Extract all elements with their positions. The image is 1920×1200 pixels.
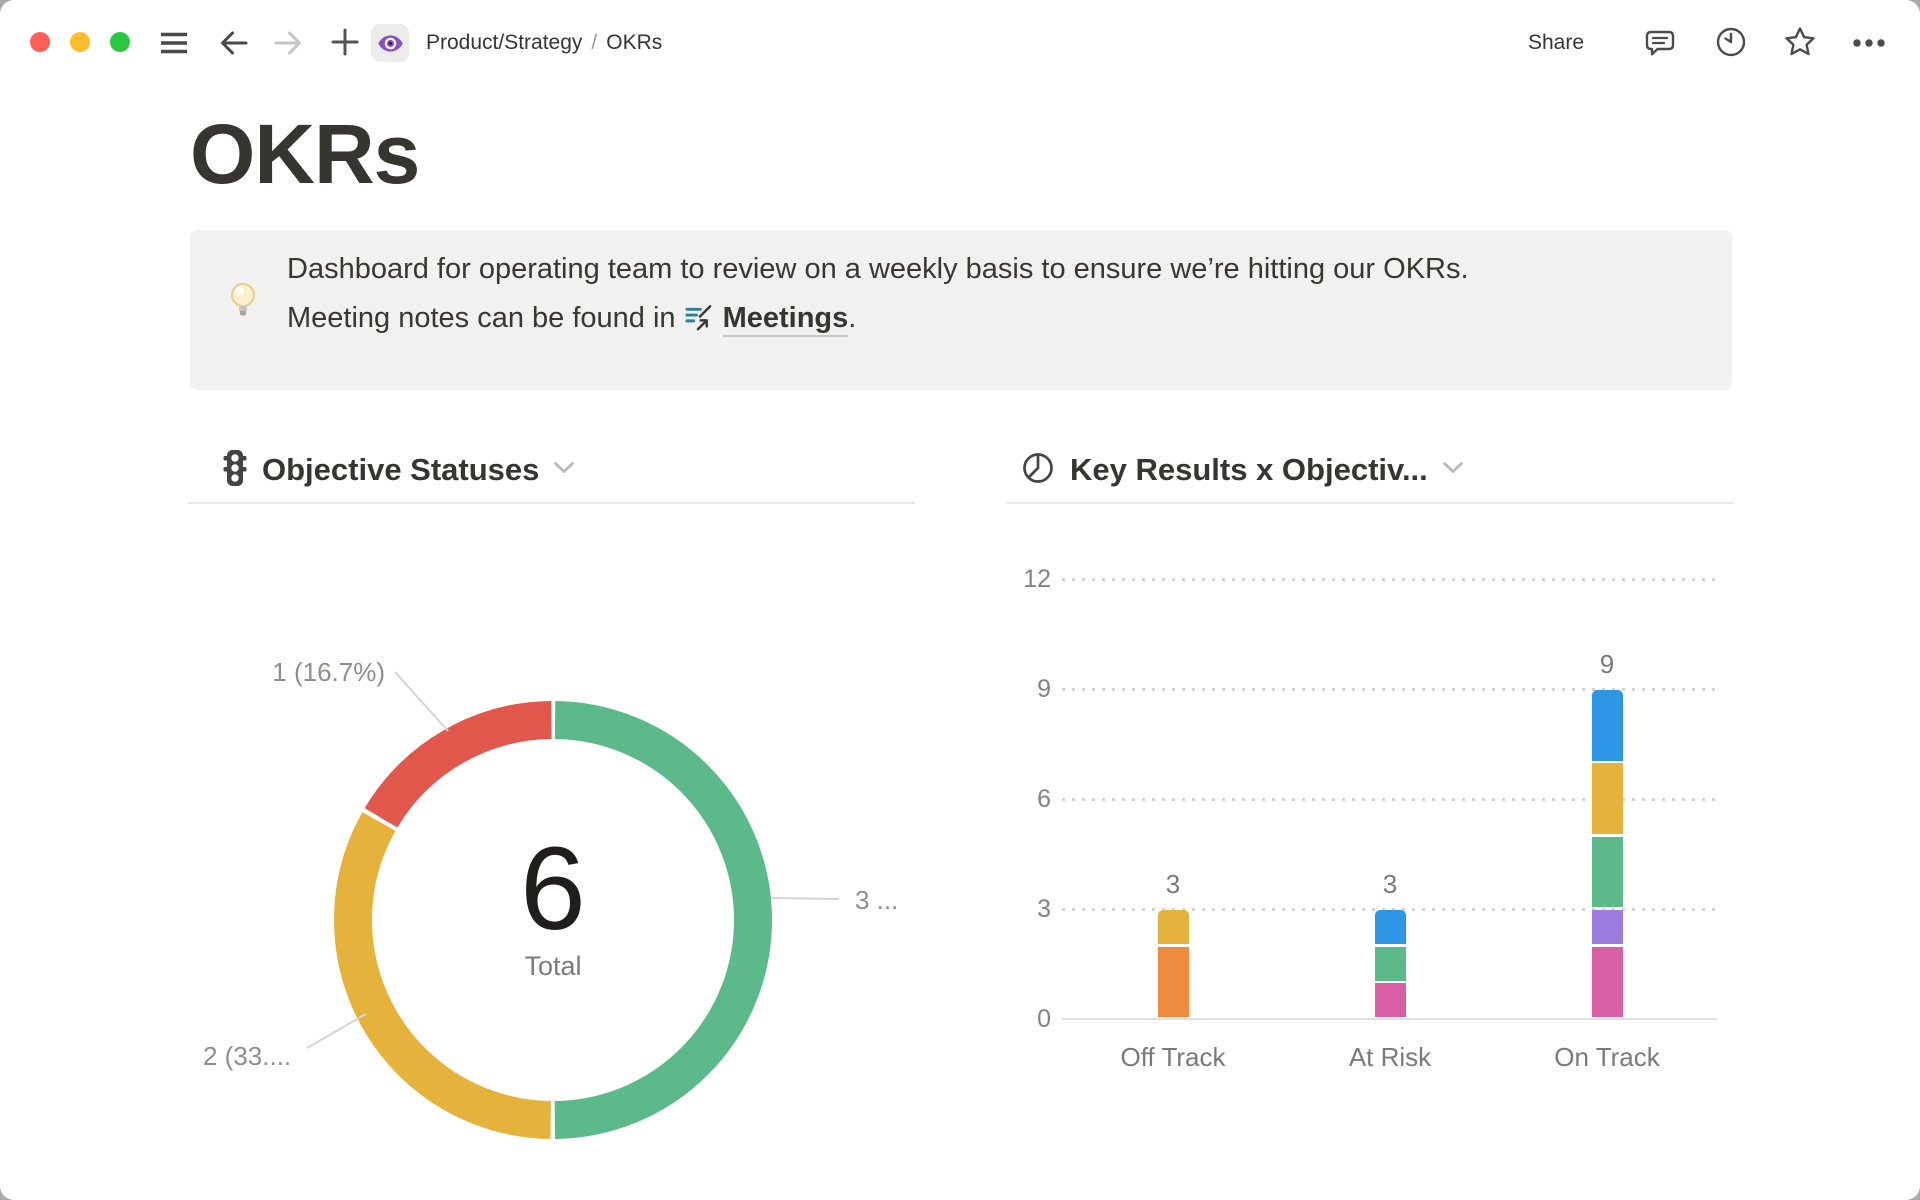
meetings-link[interactable]: Meetings: [722, 302, 849, 337]
pie-chart-icon: [1020, 450, 1056, 491]
bar-segment-at-risk-1[interactable]: [1374, 946, 1406, 981]
window-minimize-button[interactable]: [70, 32, 90, 52]
light-bulb-icon: [228, 280, 258, 331]
bar-segment-on-track-1[interactable]: [1591, 910, 1623, 945]
donut-segment-label-yellow: 2 (33....: [203, 1041, 292, 1071]
plus-icon[interactable]: [328, 25, 362, 59]
y-axis-label-12: 12: [1023, 565, 1051, 593]
gridline-12: [1062, 578, 1717, 581]
gridline-9: [1062, 688, 1717, 691]
chart-divider-right: [1007, 502, 1733, 504]
key-results-bar-chart[interactable]: 0 3 6 9 12 3 Off Track 3 At Risk 9 On Track: [1007, 540, 1734, 1140]
bar-segment-on-track-3[interactable]: [1591, 763, 1623, 835]
more-icon[interactable]: [1851, 37, 1887, 49]
bar-segment-at-risk-0[interactable]: [1374, 983, 1406, 1018]
chart-divider-left: [188, 502, 915, 504]
bar-segment-on-track-0[interactable]: [1591, 946, 1623, 1018]
breadcrumb: Product/Strategy / OKRs: [426, 24, 662, 62]
callout-line-1: Dashboard for operating team to review o…: [287, 253, 1469, 285]
page-icon-tile[interactable]: [371, 24, 409, 62]
donut-segment-label-red: 1 (16.7%): [272, 657, 385, 687]
donut-segment-1[interactable]: [334, 701, 772, 1139]
x-axis-label-2: On Track: [1554, 1042, 1660, 1072]
arrow-left-icon[interactable]: [217, 26, 251, 60]
y-axis-label-6: 6: [1037, 785, 1051, 813]
x-axis-label-1: At Risk: [1348, 1042, 1432, 1072]
menu-icon[interactable]: [157, 26, 191, 60]
star-icon[interactable]: [1782, 24, 1818, 60]
donut-center-value: 6: [520, 823, 586, 955]
callout-line-2-suffix: .: [848, 302, 857, 334]
objective-statuses-chart-header[interactable]: Objective Statuses: [222, 448, 575, 492]
bar-total-label-0: 3: [1165, 869, 1181, 899]
callout-line-2-prefix: Meeting notes can be found in: [287, 302, 676, 334]
callout-block[interactable]: Dashboard for operating team to review o…: [190, 230, 1732, 390]
bar-segment-on-track-4[interactable]: [1591, 690, 1623, 761]
x-axis-baseline: [1062, 1018, 1717, 1020]
callout-text[interactable]: Dashboard for operating team to review o…: [287, 245, 1707, 348]
clock-icon[interactable]: [1714, 25, 1748, 59]
donut-leader-line-0: [394, 671, 449, 732]
bar-segment-off-track-0[interactable]: [1157, 946, 1189, 1018]
window-close-button[interactable]: [30, 32, 50, 52]
chevron-down-icon[interactable]: [553, 461, 575, 479]
objective-statuses-donut-chart[interactable]: [185, 640, 945, 1160]
traffic-light-icon: [222, 449, 248, 492]
bar-segment-off-track-1[interactable]: [1157, 910, 1189, 945]
donut-center-label: Total: [524, 951, 582, 981]
y-axis-label-3: 3: [1037, 895, 1051, 923]
breadcrumb-separator: /: [591, 31, 598, 54]
meetings-page-icon: [684, 299, 713, 348]
donut-leader-line-1: [306, 1013, 367, 1049]
share-button[interactable]: Share: [1528, 31, 1585, 54]
donut-segment-label-green: 3 ...: [855, 885, 899, 915]
bar-segment-on-track-2[interactable]: [1591, 836, 1623, 908]
bar-total-label-1: 3: [1382, 869, 1398, 899]
eye-icon: [377, 34, 403, 52]
bar-segment-at-risk-2[interactable]: [1374, 910, 1406, 945]
arrow-right-icon[interactable]: [271, 26, 305, 60]
x-axis-label-0: Off Track: [1120, 1042, 1226, 1072]
callout-line-2: Meeting notes can be found in Meetings.: [287, 294, 1707, 348]
page-title[interactable]: OKRs: [190, 107, 420, 201]
key-results-chart-header[interactable]: Key Results x Objectiv...: [1020, 448, 1464, 492]
window-zoom-button[interactable]: [110, 32, 130, 52]
y-axis-label-0: 0: [1037, 1005, 1051, 1033]
chevron-down-icon[interactable]: [1442, 461, 1464, 479]
breadcrumb-current[interactable]: OKRs: [606, 31, 663, 54]
chart-title: Key Results x Objectiv...: [1070, 452, 1428, 487]
y-axis-label-9: 9: [1037, 675, 1051, 703]
gridline-3: [1062, 908, 1717, 911]
comment-icon[interactable]: [1643, 26, 1677, 60]
chart-title: Objective Statuses: [262, 452, 540, 487]
bar-total-label-2: 9: [1599, 649, 1615, 679]
breadcrumb-parent[interactable]: Product/Strategy: [426, 31, 583, 54]
gridline-6: [1062, 798, 1717, 801]
donut-segment-0[interactable]: [334, 701, 772, 1139]
donut-leader-line-2: [771, 897, 840, 900]
